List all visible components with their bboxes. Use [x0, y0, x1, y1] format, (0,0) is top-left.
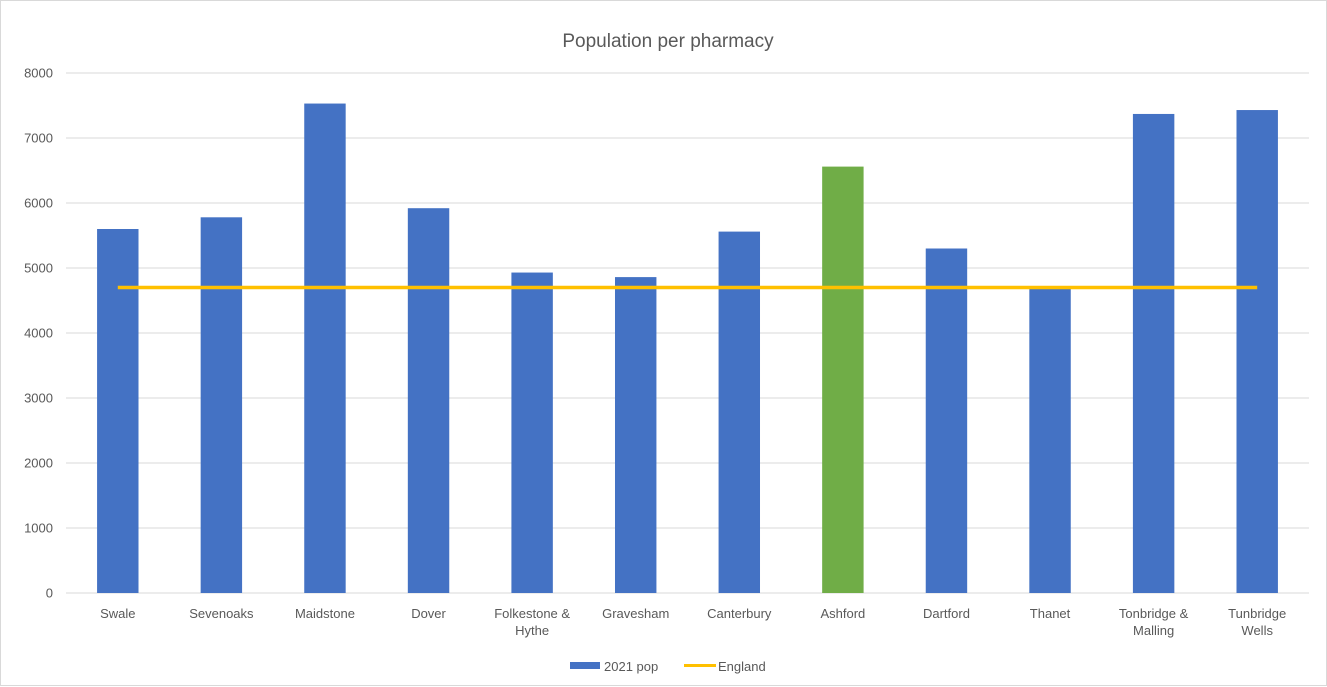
bar: [1132, 113, 1175, 593]
bar: [1029, 288, 1071, 593]
x-tick-label: Gravesham: [602, 606, 669, 621]
bar: [200, 217, 243, 594]
bar: [925, 248, 968, 593]
bar: [1236, 110, 1278, 594]
bar: [614, 277, 657, 593]
legend-label-2021-pop: 2021 pop: [604, 659, 658, 674]
x-tick-label: Dartford: [923, 606, 970, 621]
chart-title: Population per pharmacy: [562, 31, 774, 52]
x-tick-label: Swale: [100, 606, 135, 621]
bar: [97, 229, 139, 593]
bar: [511, 272, 553, 593]
x-tick-label: Tunbridge: [1228, 606, 1286, 621]
y-tick-label: 2000: [24, 456, 53, 471]
x-tick-label: Canterbury: [707, 606, 772, 621]
bar: [304, 103, 346, 594]
bar: [407, 208, 450, 593]
x-tick-label: Hythe: [515, 623, 549, 638]
x-tick-label: Maidstone: [295, 606, 355, 621]
gridlines: [66, 72, 1309, 594]
y-tick-label: 3000: [24, 391, 53, 406]
y-tick-label: 1000: [24, 521, 53, 536]
y-tick-label: 7000: [24, 131, 53, 146]
legend-swatch-2021-pop: [570, 662, 600, 669]
y-tick-label: 5000: [24, 261, 53, 276]
y-tick-label: 6000: [24, 196, 53, 211]
x-tick-label: Sevenoaks: [189, 606, 254, 621]
bar-series: [97, 103, 1278, 594]
x-tick-label: Wells: [1241, 623, 1273, 638]
bar: [718, 231, 761, 593]
bar: [822, 166, 864, 593]
legend-label-england: England: [718, 659, 766, 674]
y-tick-label: 4000: [24, 326, 53, 341]
y-tick-label: 0: [46, 586, 53, 601]
x-axis-tick-labels: Swale Sevenoaks Maidstone Dover Folkestone &…: [100, 606, 1286, 638]
y-axis-tick-labels: 0 1000 2000 3000 4000 5000 6000 7000 8000: [24, 66, 53, 601]
y-tick-label: 8000: [24, 66, 53, 81]
x-tick-label: Folkestone &: [494, 606, 570, 621]
x-tick-label: Malling: [1133, 623, 1174, 638]
x-tick-label: Dover: [411, 606, 446, 621]
x-tick-label: Ashford: [820, 606, 865, 621]
x-tick-label: Thanet: [1030, 606, 1071, 621]
x-tick-label: Tonbridge &: [1119, 606, 1189, 621]
legend: 2021 pop England: [570, 659, 766, 674]
